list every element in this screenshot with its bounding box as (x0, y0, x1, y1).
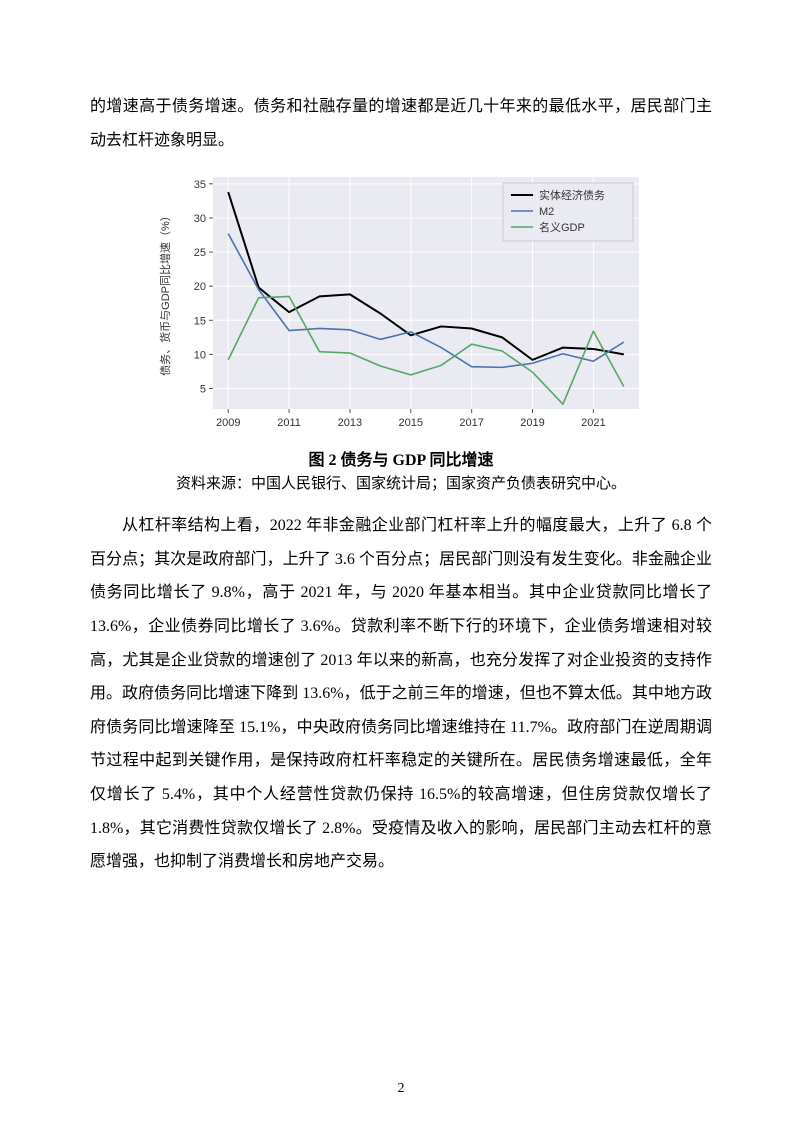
figure-2-chart: 5 10 15 20 25 30 35 2009 2011 2013 2015 2017 2019 202… (151, 167, 651, 442)
svg-text:2017: 2017 (459, 417, 483, 429)
svg-text:2019: 2019 (520, 417, 544, 429)
svg-text:实体经济债务: 实体经济债务 (539, 188, 605, 202)
chart-svg: 5 10 15 20 25 30 35 2009 2011 2013 2015 2017 2019 202… (151, 167, 651, 437)
page: 的增速高于债务增速。债务和社融存量的增速都是近几十年来的最低水平，居民部门主动去… (0, 0, 802, 1133)
svg-text:15: 15 (194, 315, 206, 327)
svg-text:2009: 2009 (216, 417, 240, 429)
svg-text:20: 20 (194, 281, 206, 293)
page-number: 2 (0, 1081, 802, 1097)
svg-text:25: 25 (194, 247, 206, 259)
svg-text:10: 10 (194, 350, 206, 362)
svg-text:名义GDP: 名义GDP (539, 220, 585, 234)
svg-text:2015: 2015 (399, 417, 423, 429)
svg-text:2021: 2021 (581, 417, 605, 429)
paragraph-body: 从杠杆率结构上看，2022 年非金融企业部门杠杆率上升的幅度最大，上升了 6.8… (90, 509, 712, 879)
svg-text:5: 5 (200, 384, 206, 396)
svg-text:M2: M2 (539, 206, 554, 218)
svg-text:35: 35 (194, 179, 206, 191)
paragraph-top: 的增速高于债务增速。债务和社融存量的增速都是近几十年来的最低水平，居民部门主动去… (90, 90, 712, 157)
svg-text:2011: 2011 (277, 417, 301, 429)
figure-caption: 图 2 债务与 GDP 同比增速 (90, 446, 712, 470)
svg-text:30: 30 (194, 213, 206, 225)
figure-source: 资料来源：中国人民银行、国家统计局；国家资产负债表研究中心。 (90, 472, 712, 493)
svg-text:债务、货币与GDP同比增速（%）: 债务、货币与GDP同比增速（%） (158, 210, 172, 376)
svg-text:2013: 2013 (338, 417, 362, 429)
